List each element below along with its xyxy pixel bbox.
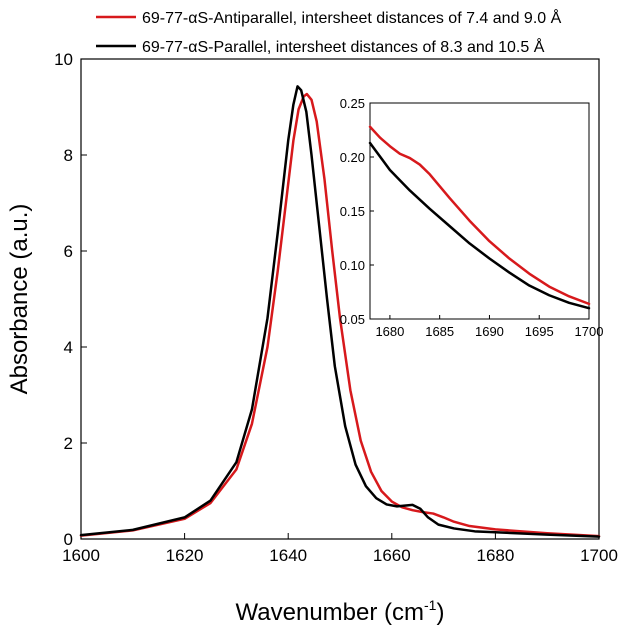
x-tick-label: 1700 (580, 546, 618, 565)
main-series-line-1 (79, 85, 601, 538)
inset-plot: 1680 1685 1690 1695 1700 0.05 0.10 0.15 0.20 0.25 (340, 96, 604, 339)
y-tick-label: 10 (54, 50, 73, 69)
x-tick-label: 1690 (475, 324, 504, 339)
x-tick-label: 1640 (269, 546, 307, 565)
y-tick-label: 0.15 (340, 204, 365, 219)
x-tick-label: 1685 (425, 324, 454, 339)
legend-label-parallel: 69-77-αS-Parallel, intersheet distances … (142, 37, 545, 56)
y-tick-label: 0 (64, 530, 73, 549)
y-tick-label: 0.20 (340, 150, 365, 165)
x-tick-label: 1695 (525, 324, 554, 339)
inset-ticks: 1680 1685 1690 1695 1700 0.05 0.10 0.15 0.20 0.25 (340, 96, 604, 339)
y-tick-label: 8 (64, 146, 73, 165)
x-axis-title-superscript: -1 (424, 597, 437, 613)
x-tick-label: 1700 (575, 324, 604, 339)
main-series (79, 85, 601, 538)
x-tick-label: 1680 (476, 546, 514, 565)
x-tick-label: 1680 (375, 324, 404, 339)
y-tick-label: 4 (64, 338, 73, 357)
main-plot: 1600 1620 1640 1660 1680 1700 0 2 4 6 8 10 (54, 50, 618, 565)
inset-plot-frame (369, 102, 590, 320)
y-axis-title: Absorbance (a.u.) (6, 204, 33, 395)
x-axis-title: Wavenumber (cm-1) (236, 597, 445, 626)
x-tick-label: 1660 (373, 546, 411, 565)
x-axis-title-text: Wavenumber (cm (236, 599, 424, 626)
legend: 69-77-αS-Antiparallel, intersheet distan… (96, 8, 562, 56)
inset-series (368, 125, 591, 310)
inset-series-line-0 (368, 125, 591, 306)
inset-series-line-1 (368, 141, 591, 310)
x-axis-title-close: ) (436, 599, 444, 626)
main-ticks: 1600 1620 1640 1660 1680 1700 0 2 4 6 8 10 (54, 50, 618, 565)
x-tick-label: 1600 (62, 546, 100, 565)
y-tick-label: 0.25 (340, 96, 365, 111)
y-tick-label: 0.05 (340, 312, 365, 327)
y-tick-label: 0.10 (340, 258, 365, 273)
main-plot-frame (80, 58, 600, 540)
main-series-line-0 (79, 92, 601, 538)
y-tick-label: 6 (64, 242, 73, 261)
x-tick-label: 1620 (166, 546, 204, 565)
legend-label-antiparallel: 69-77-αS-Antiparallel, intersheet distan… (142, 8, 562, 27)
y-tick-label: 2 (64, 434, 73, 453)
